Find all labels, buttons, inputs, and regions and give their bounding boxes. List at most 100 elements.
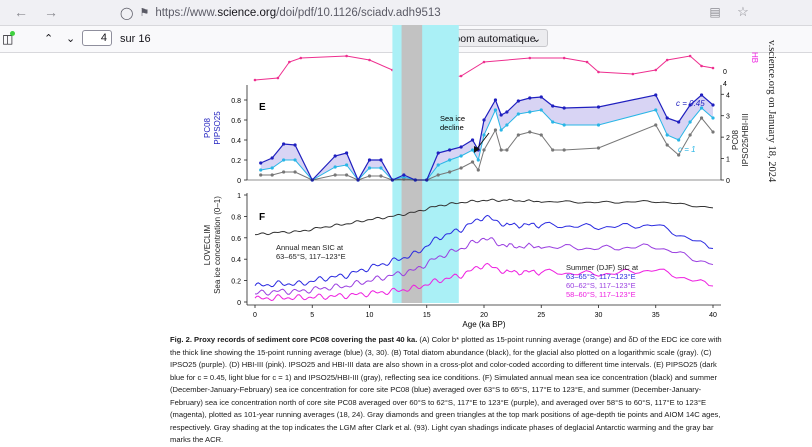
pipso25-c045-line-point-28 xyxy=(596,105,601,109)
x-tick-label-8: 40 xyxy=(709,312,717,319)
hbi-iii-point-15 xyxy=(631,72,635,76)
browser-toolbar: ← → ◯ ⚑ https://www. science.org/doi/pdf/… xyxy=(0,0,812,26)
ipso25-hbi-line-point-21 xyxy=(499,148,503,152)
arrow-icon xyxy=(475,132,490,151)
reader-view-icon[interactable]: ▤ xyxy=(709,5,721,19)
x-tick-label-3: 15 xyxy=(423,312,431,319)
gray-shading-0 xyxy=(401,25,423,303)
e-left-tick-label-3: 0.6 xyxy=(231,118,241,125)
pipso25-c045-line-point-20 xyxy=(493,98,498,102)
top-right-tick-label-0: 0 xyxy=(723,69,727,76)
lock-icon[interactable]: ⚑ xyxy=(139,7,150,19)
pipso25-c1-line-point-9 xyxy=(379,166,383,170)
pipso25-c1-line-point-21 xyxy=(499,128,503,132)
hbi-top-label: HB xyxy=(750,52,759,63)
e-right-tick-label-4: 4 xyxy=(726,92,730,99)
x-tick-label-6: 30 xyxy=(595,312,603,319)
ipso25-hbi-line-point-27 xyxy=(562,148,566,152)
f-tick-label-3: 0.6 xyxy=(231,236,241,243)
x-axis: 0 5 10 15 20 25 30 35 40 xyxy=(247,179,721,319)
pipso25-c045-line-point-14 xyxy=(436,151,440,155)
pipso25-c1-line-point-33 xyxy=(699,106,704,110)
ipso25-hbi-line-point-32 xyxy=(688,133,692,137)
ipso25-hbi-line-point-9 xyxy=(379,174,383,178)
pipso25-c045-line-point-34 xyxy=(711,103,715,107)
panel-e: 0 0.2 0.4 0.6 0.8 0 1 2 3 4 xyxy=(231,85,730,185)
e-left-ylabel-1: PC08 xyxy=(203,117,212,138)
ipso25-hbi-line-point-0 xyxy=(259,173,263,177)
pipso25-c1-line-point-18 xyxy=(476,158,480,162)
summer-sic-63-65-line xyxy=(254,214,714,288)
sea-ice-decline-label-1: Sea ice xyxy=(440,114,465,123)
caption-title: Fig. 2. Proxy records of sediment core P… xyxy=(170,335,418,344)
ipso25-hbi-line-point-16 xyxy=(459,166,463,170)
pipso25-c1-line-point-8 xyxy=(367,166,372,170)
hbi-iii-point-12 xyxy=(562,56,566,60)
x-tick-label-2: 10 xyxy=(366,312,374,319)
shield-icon[interactable]: ◯ xyxy=(120,5,134,20)
ipso25-hbi-line-point-26 xyxy=(551,148,555,152)
f-ylabel-2: Sea ice concentration (0–1) xyxy=(213,196,222,294)
pipso25-c1-line-point-24 xyxy=(528,110,532,114)
pipso25-c1-line-point-22 xyxy=(505,123,509,127)
e-left-tick-label-4: 0.8 xyxy=(231,98,241,105)
pipso25-c045-line-point-33 xyxy=(699,93,704,97)
pipso25-c045-line-point-1 xyxy=(270,156,274,160)
pipso25-c045-line-point-30 xyxy=(665,116,669,120)
sidebar-toggle-icon[interactable]: ◫ xyxy=(2,32,14,46)
pipso25-c1-line-point-26 xyxy=(551,120,555,124)
pipso25-c1-line-point-16 xyxy=(459,154,463,158)
hbi-iii-point-14 xyxy=(597,70,600,74)
arrow-left-icon[interactable]: ← xyxy=(14,4,28,20)
pipso25-c045-line-point-32 xyxy=(688,103,692,107)
annual-sic-line xyxy=(254,198,714,236)
e-right-tick-label-3: 3 xyxy=(726,114,730,121)
x-tick-label-0: 0 xyxy=(253,312,257,319)
pipso25-c045-line-point-17 xyxy=(470,138,475,142)
e-right-ylabel-1: PC08 xyxy=(731,129,740,150)
chevron-down-icon: ⌄ xyxy=(532,33,541,45)
hbi-iii-point-9 xyxy=(459,74,463,78)
ipso25-hbi-line-point-29 xyxy=(654,123,658,127)
pipso25-c045-line-point-24 xyxy=(528,96,532,100)
pipso25-c045-line-point-3 xyxy=(293,143,297,147)
url-prefix: https://www. xyxy=(155,6,218,19)
pipso25-c045-line-point-8 xyxy=(367,158,372,162)
ipso25-hbi-line-point-15 xyxy=(448,170,452,174)
bookmark-star-icon[interactable]: ☆ xyxy=(737,4,749,19)
pipso25-c045-line-point-6 xyxy=(345,151,349,155)
pipso25-c045-line-point-29 xyxy=(654,93,658,97)
ipso25-hbi-line-point-17 xyxy=(470,160,475,164)
pipso25-c1-line-point-27 xyxy=(562,123,566,127)
page-number-input[interactable]: 4 xyxy=(82,30,112,46)
pipso25-c045-line-point-25 xyxy=(539,95,543,99)
caption-text: (A) Color b* plotted as 15-point running… xyxy=(170,335,722,444)
arrow-right-icon[interactable]: → xyxy=(44,4,58,20)
f-tick-label-2: 0.4 xyxy=(231,257,241,264)
hbi-iii-point-11 xyxy=(528,56,532,60)
hbi-iii-point-3 xyxy=(299,56,303,60)
hbi-iii-point-2 xyxy=(288,60,291,64)
hbi-iii-point-13 xyxy=(585,60,589,64)
side-watermark-text: v.science.org on January 18, 2024 xyxy=(766,40,777,183)
chevron-up-icon[interactable]: ⌃ xyxy=(44,33,54,45)
pipso25-c045-line-point-23 xyxy=(516,99,520,103)
ipso25-hbi-line-point-30 xyxy=(665,143,669,147)
url-bar[interactable]: ◯ ⚑ https://www. science.org/doi/pdf/10.1… xyxy=(120,2,760,23)
pipso25-c1-line-point-20 xyxy=(493,108,498,112)
chevron-down-icon[interactable]: ⌄ xyxy=(66,33,76,45)
hbi-iii-point-0 xyxy=(253,78,257,82)
pipso25-c1-line-point-28 xyxy=(596,123,601,127)
hbi-iii-point-5 xyxy=(368,58,371,62)
pipso25-c1-line-point-31 xyxy=(677,138,681,142)
pipso25-c1-line-point-2 xyxy=(282,158,286,162)
ipso25-hbi-line-point-28 xyxy=(596,146,601,150)
c045-label: c = 0.45 xyxy=(676,99,705,108)
hbi-iii-point-16 xyxy=(654,68,658,72)
pipso25-c045-line-point-2 xyxy=(282,142,286,146)
pipso25-c045-line-point-27 xyxy=(562,106,566,110)
ipso25-hbi-line-point-1 xyxy=(270,173,274,177)
e-right-tick-label-2: 2 xyxy=(726,135,730,142)
pipso25-c1-line-point-25 xyxy=(539,108,543,112)
